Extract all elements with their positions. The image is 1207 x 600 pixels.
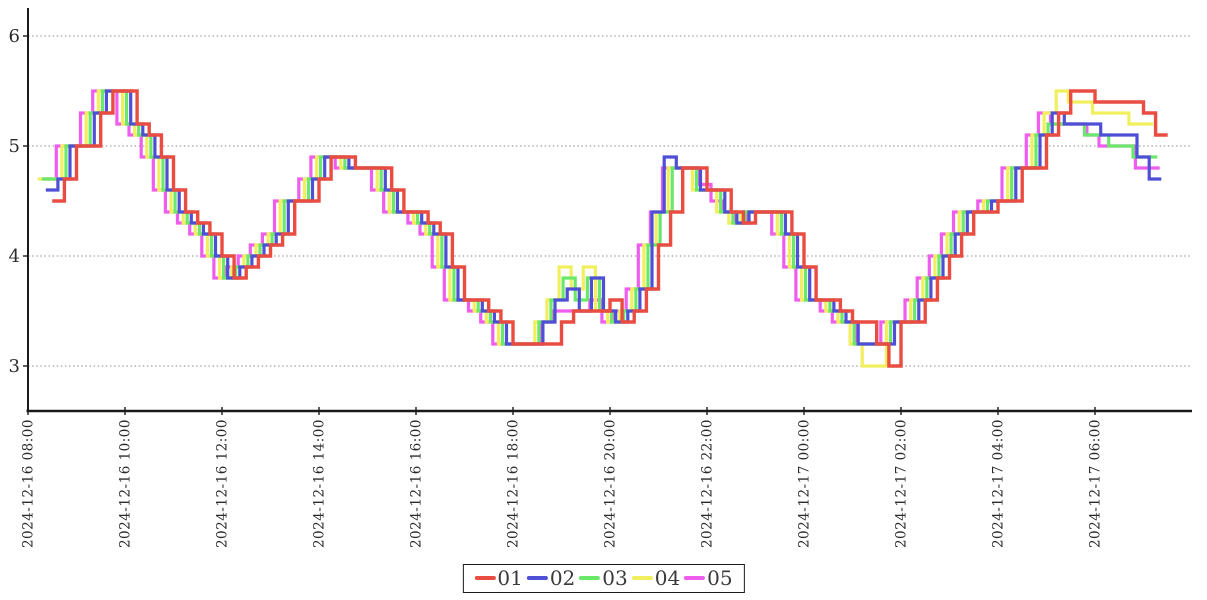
y-tick-label-4: 4 xyxy=(9,246,20,267)
legend-swatch-05 xyxy=(684,576,706,580)
legend-label-05: 05 xyxy=(707,566,733,590)
legend-item-01: 01 xyxy=(474,566,523,590)
legend-label-03: 03 xyxy=(602,566,628,590)
x-tick-label-8: 2024-12-17 00:00 xyxy=(796,419,812,548)
x-tick-label-6: 2024-12-16 20:00 xyxy=(602,419,618,548)
x-tick-label-7: 2024-12-16 22:00 xyxy=(699,419,715,548)
legend-label-02: 02 xyxy=(549,566,576,590)
x-tick-label-2: 2024-12-16 12:00 xyxy=(214,419,230,548)
x-tick-label-5: 2024-12-16 18:00 xyxy=(505,419,521,548)
x-tick-label-9: 2024-12-17 02:00 xyxy=(893,419,909,548)
legend-swatch-03 xyxy=(579,576,601,580)
legend-swatch-04 xyxy=(631,576,653,580)
x-tick-label-1: 2024-12-16 10:00 xyxy=(117,419,133,548)
x-tick-label-10: 2024-12-17 04:00 xyxy=(990,419,1006,548)
y-tick-label-3: 3 xyxy=(9,356,20,377)
series-line-01 xyxy=(52,89,1168,368)
y-tick-label-5: 5 xyxy=(9,136,20,157)
legend-item-04: 04 xyxy=(631,566,681,590)
x-tick-label-3: 2024-12-16 14:00 xyxy=(311,419,327,548)
legend-item-02: 02 xyxy=(526,566,576,590)
legend-label-04: 04 xyxy=(654,566,681,590)
series-line-03 xyxy=(41,89,1158,346)
series-line-04 xyxy=(37,89,1154,368)
y-tick-label-6: 6 xyxy=(9,26,20,47)
legend-swatch-01 xyxy=(474,576,496,580)
legend-label-01: 01 xyxy=(497,566,523,590)
legend-item-05: 05 xyxy=(684,566,733,590)
legend-box: 01 02 03 04 05 xyxy=(462,564,745,593)
x-tick-label-0: 2024-12-16 08:00 xyxy=(21,419,37,548)
x-tick-label-4: 2024-12-16 16:00 xyxy=(408,419,424,548)
series-line-02 xyxy=(45,89,1162,346)
legend-swatch-02 xyxy=(526,576,548,580)
x-tick-label-11: 2024-12-17 06:00 xyxy=(1087,419,1103,548)
legend-item-03: 03 xyxy=(579,566,628,590)
